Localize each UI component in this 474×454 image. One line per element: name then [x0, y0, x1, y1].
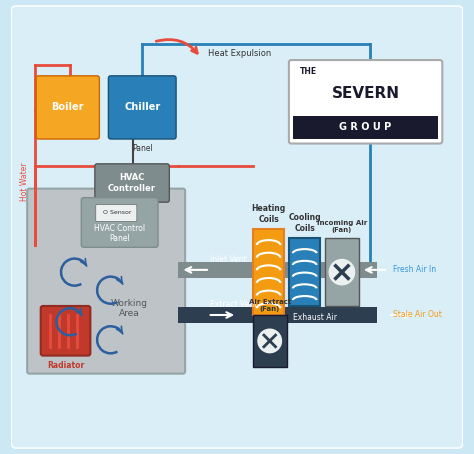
FancyBboxPatch shape	[11, 6, 463, 448]
FancyBboxPatch shape	[36, 76, 100, 139]
Text: SEVERN: SEVERN	[332, 86, 400, 101]
Text: Radiator: Radiator	[47, 361, 84, 370]
Text: THE: THE	[300, 67, 317, 76]
Text: Hot Water: Hot Water	[19, 163, 28, 201]
Circle shape	[258, 329, 282, 353]
FancyBboxPatch shape	[289, 238, 320, 306]
FancyBboxPatch shape	[253, 229, 284, 315]
Text: Inlet Vent: Inlet Vent	[210, 255, 246, 263]
FancyBboxPatch shape	[178, 307, 377, 323]
Text: Cooling
Coils: Cooling Coils	[288, 213, 321, 233]
Text: Boiler: Boiler	[52, 103, 84, 113]
FancyBboxPatch shape	[96, 204, 137, 222]
Text: Stale Air Out: Stale Air Out	[392, 311, 442, 320]
FancyBboxPatch shape	[253, 315, 287, 367]
Text: G R O U P: G R O U P	[339, 122, 392, 132]
FancyBboxPatch shape	[325, 238, 359, 306]
Text: HVAC
Controller: HVAC Controller	[108, 173, 156, 192]
Text: Incoming Air
(Fan): Incoming Air (Fan)	[317, 220, 367, 233]
FancyBboxPatch shape	[95, 164, 169, 202]
Text: Heat Expulsion: Heat Expulsion	[208, 49, 271, 58]
FancyBboxPatch shape	[178, 262, 377, 278]
Text: Chiller: Chiller	[124, 103, 160, 113]
FancyBboxPatch shape	[109, 76, 176, 139]
FancyBboxPatch shape	[27, 189, 185, 374]
FancyBboxPatch shape	[41, 306, 91, 355]
Text: Heating
Coils: Heating Coils	[252, 204, 286, 224]
Text: Fresh Air In: Fresh Air In	[392, 266, 436, 274]
FancyBboxPatch shape	[293, 116, 438, 139]
FancyBboxPatch shape	[289, 60, 442, 143]
Text: Working
Area: Working Area	[110, 299, 148, 318]
Text: HVAC Control
Panel: HVAC Control Panel	[94, 224, 145, 243]
Text: Air Extract
(Fan): Air Extract (Fan)	[248, 299, 291, 312]
Text: Exhaust Air: Exhaust Air	[293, 313, 337, 322]
FancyBboxPatch shape	[82, 197, 158, 247]
Text: O Sensor: O Sensor	[103, 210, 132, 215]
Text: Panel: Panel	[132, 143, 153, 153]
Circle shape	[329, 260, 355, 285]
Text: Extract Vent: Extract Vent	[210, 300, 257, 309]
